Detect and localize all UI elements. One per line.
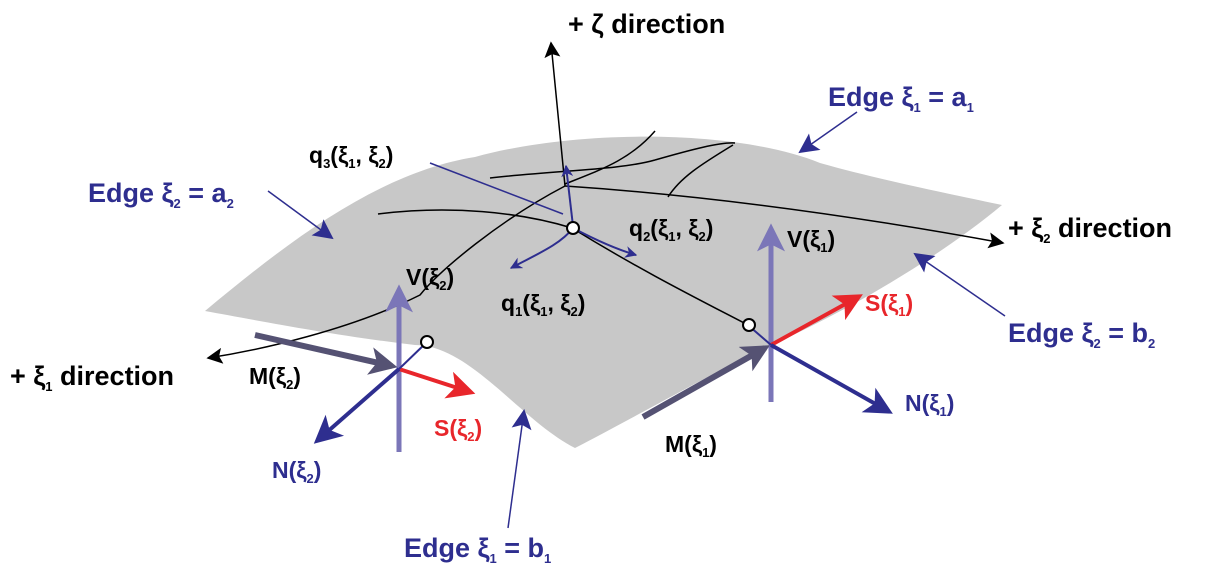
n-xi1-label: N(ξ1) [905,390,954,419]
surface-gridline [571,227,749,326]
n-xi2-label: N(ξ2) [272,457,321,486]
m-xi2-arrow [254,332,398,375]
edge-b2-pointer [913,252,1006,317]
point-node-edge-xi2 [420,335,434,349]
v-xi1-label: V(ξ1) [787,226,835,255]
surface-gridline [564,130,656,185]
edge-a2-pointer [267,190,334,240]
zeta-direction-axis [544,41,566,187]
edge-a1-pointer [798,111,858,154]
n-xi1-arrow [770,343,893,414]
xi2-direction-label: + ξ2 direction [1008,213,1172,246]
xi2-direction-axis [564,185,1005,249]
s-xi1-arrow [770,294,863,347]
q3-vector [561,164,574,227]
s-xi2-label: S(ξ2) [434,415,482,444]
q3-label: q3(ξ1, ξ2) [309,142,393,171]
m-xi1-arrow [641,345,770,420]
q2-label: q2(ξ1, ξ2) [629,215,713,244]
edge-a2-label: Edge ξ2 = a2 [88,178,234,211]
m-xi2-label: M(ξ2) [249,363,301,392]
v-xi2-label: V(ξ2) [406,264,454,293]
edge-a1-label: Edge ξ1 = a1 [828,82,974,115]
point-node-edge-xi1 [742,318,756,332]
q3-leader-line [429,162,564,215]
point-node-center [566,221,580,235]
surface-gridline [489,159,656,179]
xi1-direction-axis [206,185,566,364]
m-xi1-label: M(ξ1) [665,431,717,460]
xi1-direction-label: + ξ1 direction [10,361,174,394]
edge-b2-label: Edge ξ2 = b2 [1008,318,1155,351]
surface-gridline [667,144,734,198]
q1-label: q1(ξ1, ξ2) [501,290,585,319]
edge-b1-label: Edge ξ1 = b1 [404,533,551,566]
surface-gridline [377,209,573,229]
zeta-direction-label: + ζ direction [568,9,725,39]
edge-b1-pointer [507,409,532,529]
surface-gridline [654,142,736,161]
s-xi1-label: S(ξ1) [865,290,913,319]
n-xi2-arrow [313,367,401,444]
s-xi2-arrow [398,367,476,399]
shell-surface [205,136,1002,448]
